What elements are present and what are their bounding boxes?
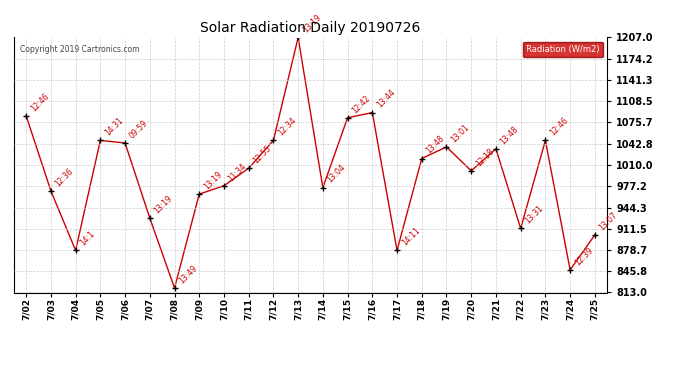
Text: 12:46: 12:46: [548, 116, 570, 138]
Text: 12:18: 12:18: [474, 147, 495, 168]
Text: 13:19: 13:19: [152, 194, 175, 215]
Text: 13:44: 13:44: [375, 88, 397, 110]
Text: 11:34: 11:34: [227, 161, 248, 183]
Text: 13:49: 13:49: [177, 263, 199, 285]
Text: 12:36: 12:36: [54, 166, 75, 188]
Text: 13:19: 13:19: [202, 170, 224, 191]
Text: 12:34: 12:34: [276, 116, 298, 138]
Text: 09:59: 09:59: [128, 118, 150, 140]
Text: 13:48: 13:48: [424, 134, 446, 156]
Text: 14:1: 14:1: [79, 230, 97, 248]
Text: 12:55: 12:55: [251, 144, 273, 165]
Text: 13:31: 13:31: [524, 204, 545, 226]
Text: 13:01: 13:01: [449, 122, 471, 144]
Text: 13:04: 13:04: [326, 163, 348, 185]
Text: 12:42: 12:42: [351, 93, 372, 115]
Text: 14:31: 14:31: [103, 116, 125, 138]
Legend: Radiation (W/m2): Radiation (W/m2): [523, 42, 603, 57]
Text: 13:19: 13:19: [301, 13, 323, 35]
Title: Solar Radiation Daily 20190726: Solar Radiation Daily 20190726: [200, 21, 421, 35]
Text: Copyright 2019 Cartronics.com: Copyright 2019 Cartronics.com: [20, 45, 139, 54]
Text: 12:39: 12:39: [573, 245, 595, 267]
Text: 13:07: 13:07: [598, 210, 620, 232]
Text: 12:46: 12:46: [29, 91, 50, 113]
Text: 14:11: 14:11: [400, 226, 422, 248]
Text: 13:48: 13:48: [499, 124, 520, 146]
